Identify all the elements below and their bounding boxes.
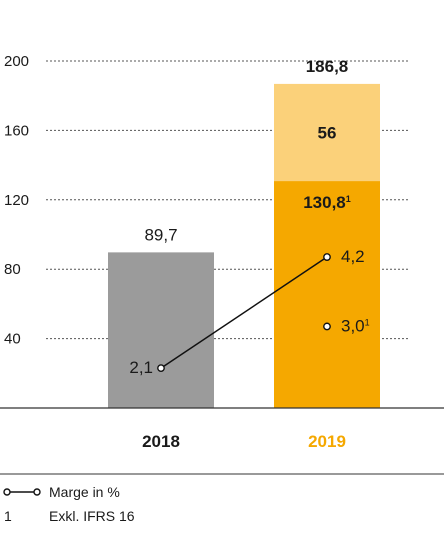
bar-total-label: 89,7 (144, 225, 177, 244)
legend-circle-icon (33, 488, 41, 496)
bar-segment-2019-0 (274, 181, 380, 408)
bar-segment-2018-0 (108, 252, 214, 408)
margin-point-extra (323, 322, 331, 331)
y-tick-label: 40 (4, 331, 21, 348)
margin-point (323, 253, 331, 261)
margin-point (157, 364, 165, 372)
y-tick-label: 200 (4, 53, 29, 70)
segment-label: 130,81 (303, 193, 351, 212)
bar-total-label: 186,8 (306, 57, 349, 76)
category-label: 2018 (142, 432, 180, 451)
margin-line (160, 256, 328, 369)
y-tick-label: 80 (4, 261, 21, 278)
margin-label-extra: 3,01 (341, 316, 370, 335)
legend-item-label: Exkl. IFRS 16 (49, 508, 135, 524)
legend-footnote-symbol: 1 (4, 508, 12, 524)
legend-circle-icon (3, 488, 11, 496)
margin-label: 2,1 (129, 358, 153, 377)
category-label: 2019 (308, 432, 346, 451)
legend-item-label: Marge in % (49, 484, 120, 500)
bar-segment-2019-1 (274, 83, 380, 182)
y-tick-label: 160 (4, 122, 29, 139)
margin-label: 4,2 (341, 247, 365, 266)
segment-label: 56 (318, 123, 337, 142)
y-tick-label: 120 (4, 192, 29, 209)
